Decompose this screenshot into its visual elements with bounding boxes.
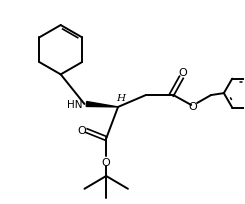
Text: O: O — [77, 125, 86, 135]
Polygon shape — [86, 102, 118, 107]
Text: H: H — [117, 93, 125, 102]
Text: O: O — [178, 68, 187, 78]
Text: O: O — [189, 101, 197, 111]
Text: HN: HN — [67, 100, 83, 109]
Text: O: O — [102, 157, 110, 167]
